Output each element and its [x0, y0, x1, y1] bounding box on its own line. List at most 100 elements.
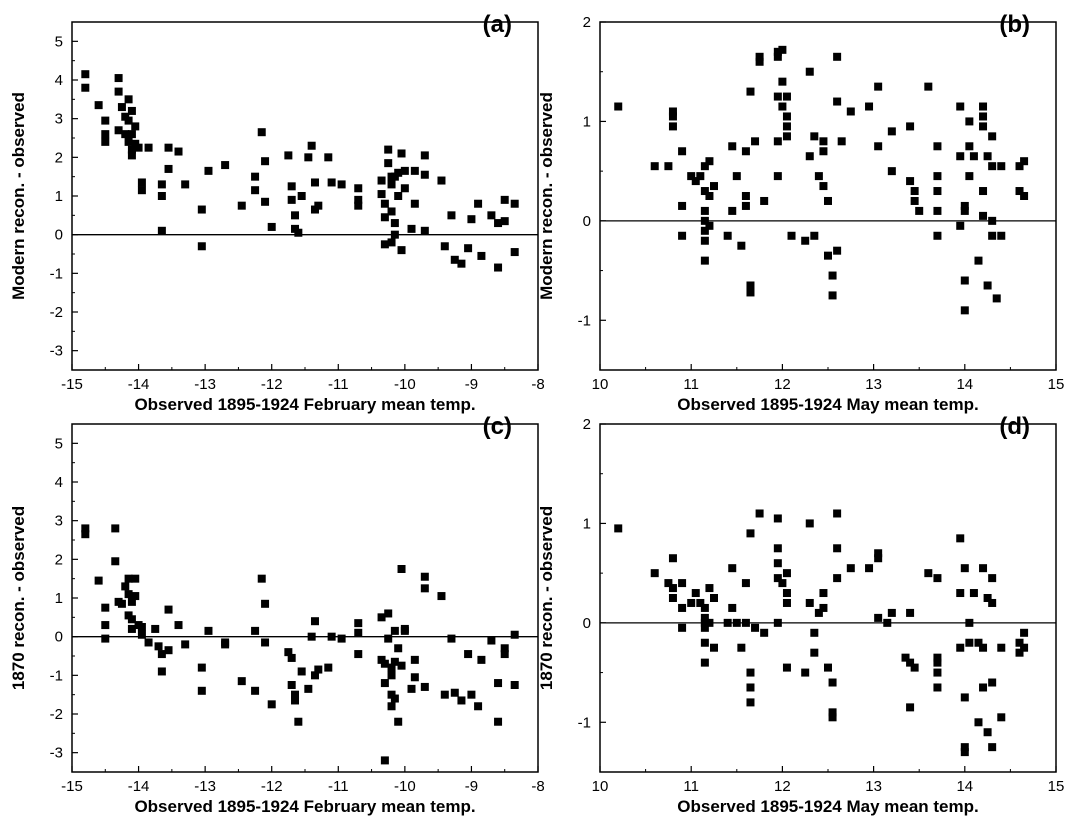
data-point	[221, 161, 230, 170]
data-point	[965, 117, 974, 126]
data-point	[614, 102, 623, 111]
data-point	[997, 162, 1006, 171]
data-point	[732, 618, 741, 627]
data-point	[197, 663, 206, 672]
data-point	[773, 92, 782, 101]
data-point	[127, 151, 136, 160]
data-point	[394, 168, 403, 177]
data-point	[380, 756, 389, 765]
data-point	[304, 684, 313, 693]
data-point	[387, 238, 396, 247]
data-point	[437, 176, 446, 185]
data-point	[114, 74, 123, 83]
data-point	[773, 559, 782, 568]
data-point	[723, 231, 732, 240]
data-point	[294, 228, 303, 237]
data-point	[723, 618, 732, 627]
x-tick-label: -9	[465, 778, 478, 795]
data-point	[81, 530, 90, 539]
data-point	[983, 152, 992, 161]
data-point	[668, 554, 677, 563]
data-point	[700, 187, 709, 196]
data-point	[933, 653, 942, 662]
data-point	[805, 519, 814, 528]
data-point	[400, 184, 409, 193]
data-point	[933, 206, 942, 215]
x-axis-title: Observed 1895-1924 February mean temp.	[134, 797, 475, 816]
data-point	[814, 608, 823, 617]
data-point	[668, 107, 677, 116]
data-point	[865, 102, 874, 111]
y-tick-label: 2	[583, 416, 591, 433]
data-point	[164, 143, 173, 152]
data-point	[741, 147, 750, 156]
data-point	[384, 159, 393, 168]
data-point	[755, 52, 764, 61]
data-point	[197, 686, 206, 695]
panel-label: (c)	[483, 413, 512, 440]
data-point	[705, 584, 714, 593]
data-point	[883, 618, 892, 627]
x-tick-label: -11	[328, 376, 349, 393]
data-point	[837, 137, 846, 146]
x-axis-title: Observed 1895-1924 May mean temp.	[677, 395, 978, 414]
data-point	[778, 45, 787, 54]
data-point	[390, 219, 399, 228]
data-point	[887, 127, 896, 136]
data-point	[755, 509, 764, 518]
y-tick-label: 1	[583, 113, 591, 130]
data-point	[450, 688, 459, 697]
data-point	[157, 226, 166, 235]
data-point	[124, 116, 133, 125]
x-tick-label: 10	[592, 778, 609, 795]
x-tick-label: 14	[956, 778, 973, 795]
x-tick-label: -8	[531, 778, 544, 795]
data-point	[101, 634, 110, 643]
data-point	[197, 205, 206, 214]
data-point	[494, 717, 503, 726]
data-point	[127, 597, 136, 606]
data-point	[741, 618, 750, 627]
data-point	[778, 102, 787, 111]
data-point	[297, 667, 306, 676]
data-point	[828, 291, 837, 300]
data-point	[668, 122, 677, 131]
data-point	[500, 644, 509, 653]
data-point	[1015, 162, 1024, 171]
data-point	[1020, 157, 1029, 166]
data-point	[314, 665, 323, 674]
y-tick-label: 1	[55, 188, 63, 205]
data-point	[337, 180, 346, 189]
data-point	[650, 569, 659, 578]
y-tick-label: 2	[583, 14, 591, 31]
data-point	[760, 628, 769, 637]
data-point	[901, 653, 910, 662]
data-point	[437, 592, 446, 601]
data-point	[157, 650, 166, 659]
data-point	[805, 152, 814, 161]
data-point	[906, 703, 915, 712]
data-point	[805, 67, 814, 76]
data-point	[691, 177, 700, 186]
data-point	[805, 598, 814, 607]
data-point	[380, 659, 389, 668]
y-tick-label: 4	[55, 72, 63, 89]
data-point	[728, 206, 737, 215]
data-point	[910, 196, 919, 205]
data-point	[380, 679, 389, 688]
y-tick-label: 0	[55, 629, 63, 646]
data-point	[988, 132, 997, 141]
data-point	[410, 199, 419, 208]
data-point	[741, 579, 750, 588]
data-point	[979, 187, 988, 196]
data-point	[394, 644, 403, 653]
data-point	[773, 544, 782, 553]
data-point	[257, 128, 266, 137]
data-point	[420, 151, 429, 160]
data-point	[1020, 192, 1029, 200]
data-point	[154, 642, 163, 651]
data-point	[237, 677, 246, 686]
data-point	[773, 137, 782, 146]
y-tick-label: 0	[583, 615, 591, 632]
data-point	[144, 143, 153, 152]
